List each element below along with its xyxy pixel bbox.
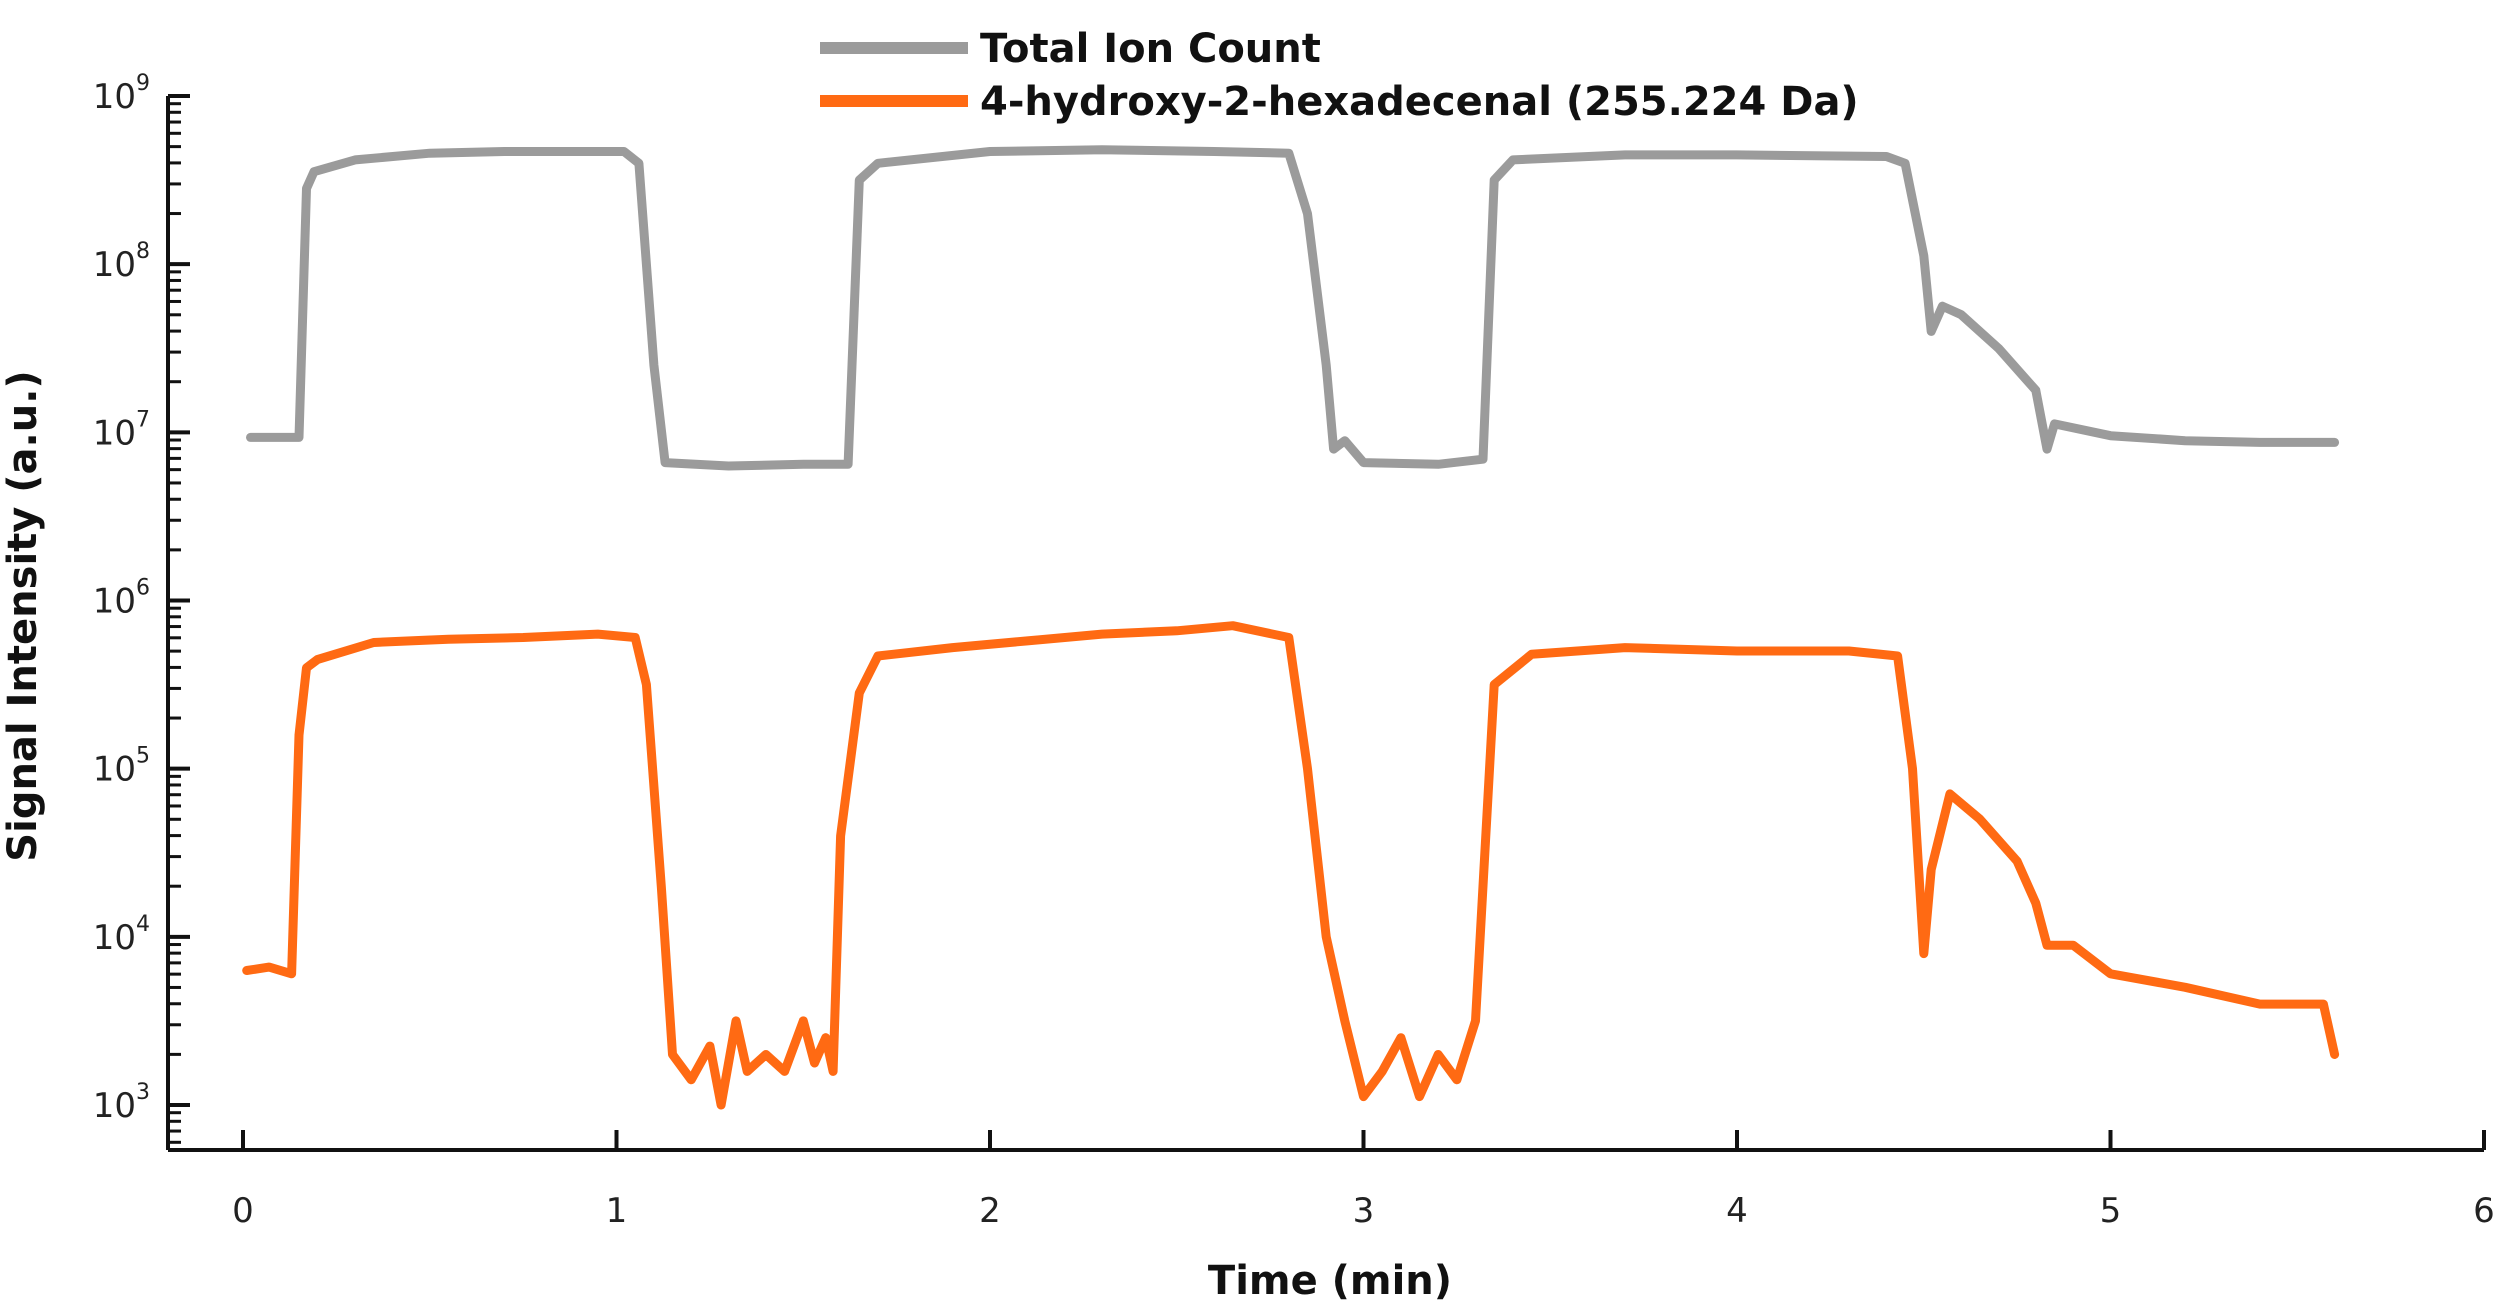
y-tick-label: 104: [93, 912, 150, 958]
y-tick-exponent: 7: [136, 407, 150, 432]
y-tick-exponent: 8: [136, 239, 150, 264]
x-ticks: 0 1 2 3 4 5 6: [232, 1130, 2495, 1231]
legend: Total Ion Count 4-hydroxy-2-hexadecenal …: [820, 26, 1859, 125]
y-tick-exponent: 4: [136, 912, 150, 937]
x-axis-title: Time (min): [1208, 1258, 1452, 1301]
x-tick-label: 4: [1726, 1191, 1748, 1231]
y-tick-label: 105: [93, 744, 150, 790]
y-tick-base: 10: [93, 1086, 136, 1126]
x-tick-label: 1: [606, 1191, 628, 1231]
y-tick-exponent: 9: [136, 71, 150, 96]
legend-label-hne: 4-hydroxy-2-hexadecenal (255.224 Da): [980, 79, 1859, 125]
y-minor-ticks: [168, 102, 181, 1144]
y-tick-exponent: 5: [136, 744, 150, 769]
y-tick-exponent: 3: [136, 1080, 150, 1105]
series-line-total-ion-count: [246, 145, 2340, 471]
y-tick-label: 109: [93, 71, 150, 117]
legend-label-total-ion-count: Total Ion Count: [980, 26, 1321, 72]
y-tick-base: 10: [93, 750, 136, 790]
series-layer: [242, 145, 2340, 1110]
y-tick-label: 108: [93, 239, 150, 285]
series-line-hne: [242, 621, 2340, 1110]
x-tick-label: 2: [979, 1191, 1001, 1231]
x-tick-label: 6: [2473, 1191, 2495, 1231]
y-tick-base: 10: [93, 413, 136, 453]
y-axis-title: Signal Intensity (a.u.): [0, 370, 46, 861]
x-tick-label: 5: [2100, 1191, 2122, 1231]
axes: [166, 96, 2484, 1152]
y-tick-exponent: 6: [136, 576, 150, 601]
y-tick-label: 103: [93, 1080, 150, 1126]
y-tick-base: 10: [93, 918, 136, 958]
x-tick-label: 3: [1353, 1191, 1375, 1231]
y-tick-label: 106: [93, 576, 150, 622]
y-tick-base: 10: [93, 582, 136, 622]
x-tick-label: 0: [232, 1191, 254, 1231]
y-tick-label: 107: [93, 407, 150, 453]
y-tick-base: 10: [93, 77, 136, 117]
y-tick-base: 10: [93, 245, 136, 285]
